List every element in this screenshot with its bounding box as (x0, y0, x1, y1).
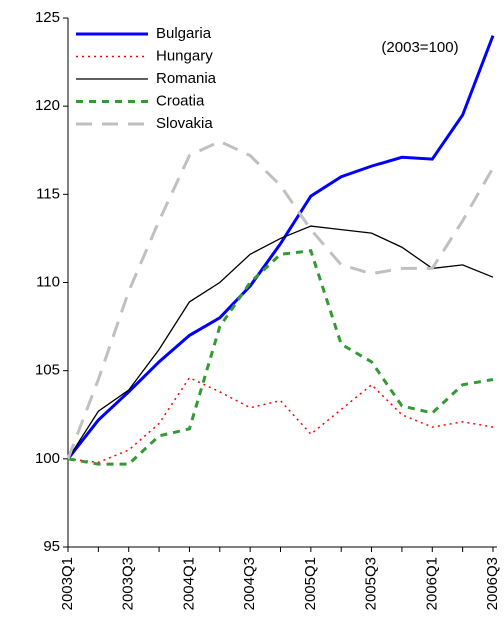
annotation: (2003=100) (381, 39, 458, 56)
y-tick-label: 105 (35, 362, 60, 379)
x-tick-label: 2006Q3 (484, 557, 501, 610)
x-tick-label: 2005Q3 (363, 557, 380, 610)
legend-label: Hungary (156, 47, 213, 64)
legend-label: Romania (156, 70, 217, 87)
series-line (67, 249, 494, 466)
x-tick-label: 2003Q1 (59, 557, 76, 610)
y-tick-label: 120 (35, 97, 60, 114)
series-line (67, 376, 494, 464)
legend-label: Croatia (156, 92, 205, 109)
legend-label: Bulgaria (156, 25, 212, 42)
x-tick-label: 2005Q1 (302, 557, 319, 610)
series-line (67, 225, 494, 460)
series-line (66, 35, 495, 460)
x-tick-label: 2004Q3 (241, 557, 258, 610)
y-tick-label: 125 (35, 9, 60, 26)
x-tick-label: 2006Q1 (423, 557, 440, 610)
y-tick-label: 110 (36, 273, 60, 290)
y-tick-label: 100 (35, 450, 60, 467)
legend-label: Slovakia (156, 115, 213, 132)
y-tick-label: 115 (36, 185, 60, 202)
x-tick-label: 2003Q3 (120, 557, 137, 610)
x-tick-label: 2004Q1 (180, 557, 197, 610)
y-tick-label: 95 (43, 538, 60, 555)
series-line (66, 139, 495, 460)
